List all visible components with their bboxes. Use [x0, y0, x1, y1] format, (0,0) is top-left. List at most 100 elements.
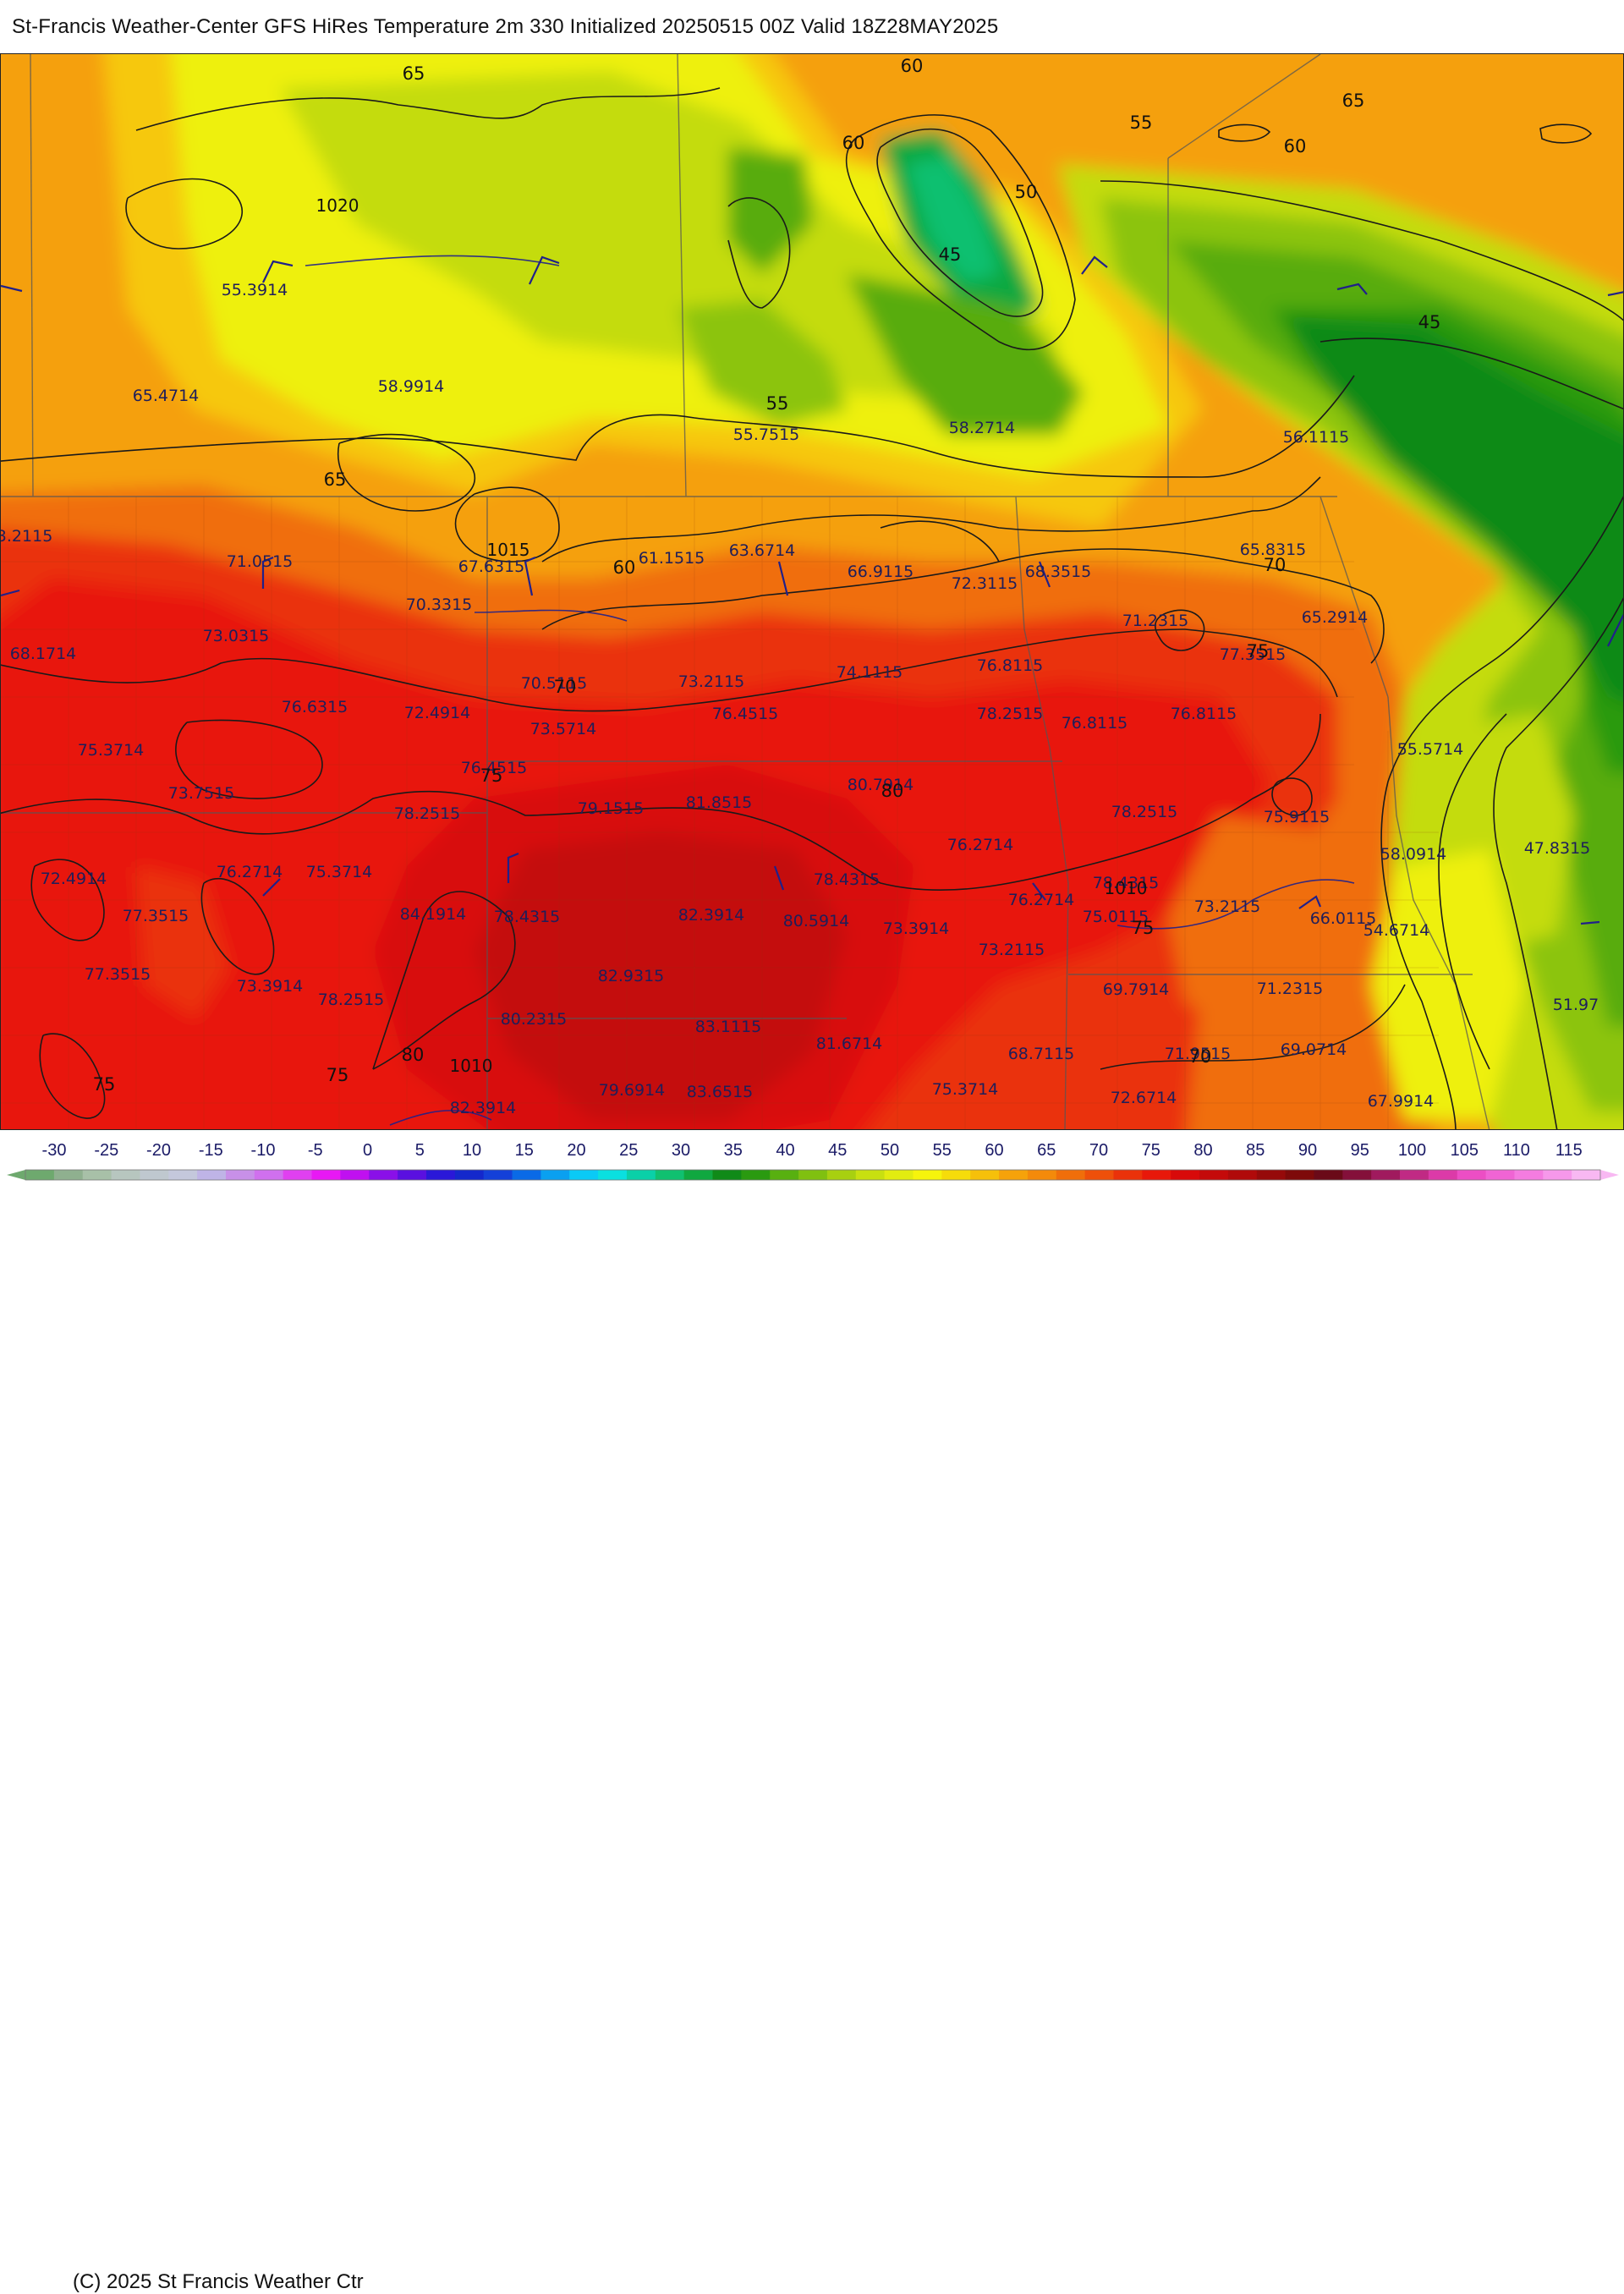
colorbar-tick-label: 25 [619, 1141, 638, 1160]
colorbar-segment [369, 1170, 398, 1180]
colorbar-segment [1543, 1170, 1572, 1180]
colorbar-tick-label: -20 [146, 1141, 171, 1160]
colorbar-segment [941, 1170, 971, 1180]
colorbar-tick-label: 35 [724, 1141, 743, 1160]
temperature-readout: 78.4315 [494, 908, 561, 926]
colorbar-tick-label: -15 [199, 1141, 223, 1160]
temperature-contour-label: 60 [901, 56, 924, 76]
colorbar-segment [798, 1170, 828, 1180]
colorbar-segment [1428, 1170, 1458, 1180]
temperature-readout: 84.1914 [400, 905, 467, 924]
temperature-readout: 83.1115 [695, 1018, 762, 1036]
temperature-contour-label: 75 [480, 766, 503, 786]
colorbar-tick-label: 100 [1398, 1141, 1426, 1160]
colorbar-segment [1485, 1170, 1516, 1180]
temperature-readout: 66.9115 [848, 563, 914, 581]
temperature-readout: 80.7914 [848, 776, 914, 794]
colorbar-segment [999, 1170, 1029, 1180]
colorbar-tick-label: 5 [415, 1141, 425, 1160]
temperature-readout: 73.7515 [168, 784, 235, 803]
pressure-contour-label: 1010 [1105, 878, 1148, 898]
colorbar-segment [483, 1170, 513, 1180]
temperature-readout: 82.9315 [598, 967, 665, 985]
colorbar-segment [454, 1170, 485, 1180]
temperature-readout: 71.9515 [1165, 1045, 1232, 1063]
temperature-readout: 81.8515 [686, 793, 753, 812]
temperature-readout: 73.2115 [1194, 897, 1261, 916]
pressure-contour-label: 1010 [450, 1056, 493, 1076]
temperature-readout: 67.6315 [458, 557, 525, 576]
temperature-readout: 63.6714 [729, 541, 796, 560]
colorbar-tick-label: 80 [1193, 1141, 1212, 1160]
colorbar-strip [7, 1169, 1619, 1181]
colorbar-segment [111, 1170, 141, 1180]
colorbar-segment [569, 1170, 599, 1180]
temperature-readout: 67.9914 [1368, 1092, 1435, 1111]
colorbar-tick-label: 105 [1451, 1141, 1479, 1160]
temperature-readout: 72.6714 [1111, 1089, 1177, 1107]
colorbar-segment [655, 1170, 685, 1180]
colorbar-tick-labels: -30 -25 -20 -15 -10 -5 0 5 10 15 20 25 30 35 40 45 50 55 6… [42, 1141, 1583, 1160]
temperature-readout: 79.1515 [578, 799, 645, 818]
colorbar-segment [1285, 1170, 1315, 1180]
readout-layer: 55.3914 65.4714 58.9914 55.7515 58.2714 56.11… [1, 56, 1599, 1117]
colorbar-segment [1056, 1170, 1086, 1180]
temperature-readout: 55.3914 [222, 281, 288, 299]
colorbar-segment [1514, 1170, 1544, 1180]
temperature-readout: 78.2515 [394, 804, 461, 823]
colorbar-tick-label: -30 [42, 1141, 67, 1160]
colorbar-segment [25, 1170, 55, 1180]
temperature-readout: 76.4515 [461, 759, 528, 777]
colorbar-tick-label: 90 [1298, 1141, 1317, 1160]
pressure-contour-label: 1020 [316, 195, 359, 216]
wind-barbs [1, 255, 1623, 925]
temperature-contour-label: 60 [613, 557, 636, 578]
temperature-shading [1, 54, 1623, 1129]
temperature-readout: 75.0115 [1083, 908, 1149, 926]
colorbar-segment [225, 1170, 255, 1180]
colorbar-segment [598, 1170, 628, 1180]
temperature-readout: 55.7515 [733, 425, 800, 444]
temperature-readout: 66.0115 [1310, 909, 1377, 928]
colorbar-segment [741, 1170, 771, 1180]
colorbar-tick-label: 45 [828, 1141, 847, 1160]
colorbar-segment [1027, 1170, 1057, 1180]
temperature-readout: 78.2515 [977, 705, 1044, 723]
colorbar-segment [770, 1170, 799, 1180]
temperature-contour-label: 60 [842, 133, 865, 153]
temperature-contour-label: 50 [1015, 182, 1038, 202]
temperature-readout: 76.2714 [1008, 891, 1075, 909]
colorbar-tick-label: 115 [1555, 1141, 1583, 1160]
temperature-readout: 76.8115 [977, 656, 1044, 675]
colorbar-segment [1171, 1170, 1200, 1180]
colorbar-tick-label: -5 [308, 1141, 323, 1160]
temperature-map: 55.3914 65.4714 58.9914 55.7515 58.2714 56.11… [0, 53, 1624, 1130]
colorbar-tick-label: 75 [1142, 1141, 1160, 1160]
colorbar-segment [283, 1170, 313, 1180]
temperature-readout: 65.4714 [133, 387, 200, 405]
temperature-readout: 76.8115 [1171, 705, 1237, 723]
pressure-contour-label: 1015 [487, 540, 530, 560]
copyright-text: (C) 2025 St Francis Weather Ctr [73, 2270, 364, 2293]
temperature-readout: 55.5714 [1397, 740, 1464, 759]
colorbar-tick-label: 85 [1246, 1141, 1265, 1160]
temperature-readout: 68.1714 [10, 645, 77, 663]
temperature-contour-label: 70 [1264, 555, 1287, 575]
temperature-contour-label: 60 [1284, 136, 1307, 156]
temperature-readout: 71.2315 [1257, 980, 1324, 998]
temperature-readout: 74.1115 [837, 663, 903, 682]
temperature-readout: 68.7115 [1008, 1045, 1075, 1063]
temperature-readout: 82.3914 [678, 906, 745, 925]
colorbar-segment [1342, 1170, 1372, 1180]
colorbar-tick-label: 50 [881, 1141, 899, 1160]
colorbar-tick-label: 70 [1089, 1141, 1108, 1160]
colorbar-segment [626, 1170, 656, 1180]
colorbar-segment [1113, 1170, 1143, 1180]
temperature-readout: 75.3714 [78, 741, 145, 760]
temperature-readout: 68.3515 [1025, 563, 1092, 581]
temperature-readout: 70.3315 [406, 595, 473, 614]
colorbar-segment [540, 1170, 570, 1180]
colorbar-segment [855, 1170, 886, 1180]
temperature-readout: 75.3714 [932, 1080, 999, 1099]
colorbar-segment [970, 1170, 1000, 1180]
